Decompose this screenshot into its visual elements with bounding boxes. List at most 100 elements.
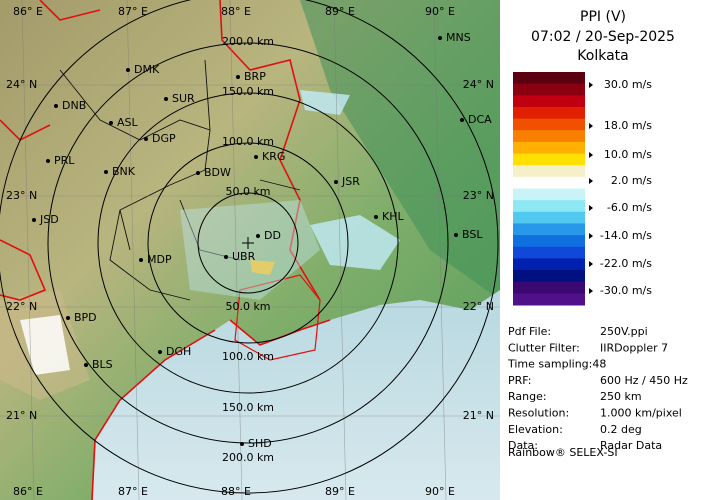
longitude-label: 86° E: [13, 485, 43, 498]
scale-band: [513, 281, 585, 294]
longitude-label: 89° E: [325, 485, 355, 498]
range-ring: [197, 192, 299, 294]
scale-tick: [589, 261, 593, 267]
city-dot: [334, 180, 338, 184]
scale-band: [513, 188, 585, 201]
echo: [20, 315, 70, 375]
city-label: DGH: [166, 345, 191, 358]
scale-label: 2.0 m/s: [611, 174, 652, 187]
city-label: SHD: [248, 437, 272, 450]
city-dot: [254, 155, 258, 159]
longitude-label: 89° E: [325, 5, 355, 18]
city-label: BDW: [204, 166, 231, 179]
city-dot: [139, 258, 143, 262]
panel-station: Kolkata: [577, 48, 628, 64]
city-label: DD: [264, 229, 281, 242]
city-dot: [66, 316, 70, 320]
longitude-label: 87° E: [118, 5, 148, 18]
info-value: 1.000 km/pixel: [600, 407, 682, 420]
info-value: IIRDoppler 7: [600, 341, 668, 354]
range-ring: [97, 92, 399, 394]
city-label: BNK: [112, 165, 136, 178]
info-key: Resolution:: [508, 407, 569, 420]
ring-label: 50.0 km: [225, 300, 270, 313]
city-label: KRG: [262, 150, 285, 163]
longitude-label: 87° E: [118, 485, 148, 498]
city-label: JSR: [341, 175, 360, 188]
scale-label: -6.0 m/s: [607, 201, 652, 214]
ring-label: 200.0 km: [222, 35, 274, 48]
meridian: [333, 0, 347, 500]
map: 86° E 86° E 87° E 87° E 88° E 88° E 89° E 89° E…: [0, 0, 500, 500]
range-ring: [47, 42, 449, 444]
city-dot: [32, 218, 36, 222]
side-panel: PPI (V) 07:02 / 20-Sep-2025 Kolkata 30.0…: [500, 0, 706, 500]
map-labels: 86° E 86° E 87° E 87° E 88° E 88° E 89° E 89° E…: [6, 5, 494, 498]
ring-label: 150.0 km: [222, 85, 274, 98]
city-dot: [126, 68, 130, 72]
graticule: [0, 0, 500, 500]
meridian: [229, 0, 243, 500]
info-value: 0.2 deg: [600, 423, 642, 436]
scale-tick: [589, 288, 593, 294]
latitude-label: 23° N: [6, 189, 37, 202]
scale-label: -22.0 m/s: [600, 257, 652, 270]
city-label: SUR: [172, 92, 195, 105]
city-dot: [454, 233, 458, 237]
scale-band: [513, 200, 585, 213]
meridian: [126, 0, 140, 500]
city-label: DCA: [468, 113, 492, 126]
latitude-label: 21° N: [463, 409, 494, 422]
city-label: KHL: [382, 210, 404, 223]
echoes: [20, 90, 400, 375]
latitude-label: 24° N: [463, 78, 494, 91]
scale-tick: [589, 123, 593, 129]
scale-band: [513, 72, 585, 85]
city-label: DMK: [134, 63, 160, 76]
scale-band: [513, 153, 585, 166]
longitude-label: 90° E: [425, 5, 455, 18]
panel-time: 07:02 / 20-Sep-2025: [531, 29, 675, 45]
city-dot: [84, 363, 88, 367]
scale-band: [513, 95, 585, 108]
info-key: Time sampling:48: [507, 358, 606, 371]
meridian: [433, 0, 447, 500]
info-key: Pdf File:: [508, 325, 551, 338]
scale-band: [513, 258, 585, 271]
city-dot: [104, 170, 108, 174]
city-label: BRP: [244, 70, 266, 83]
scale-band: [513, 106, 585, 120]
meridian: [21, 0, 35, 500]
latitude-label: 22° N: [6, 300, 37, 313]
city-dot: [144, 137, 148, 141]
sea: [92, 290, 500, 500]
info-key: PRF:: [508, 374, 531, 387]
latitude-label: 21° N: [6, 409, 37, 422]
ring-label: 200.0 km: [222, 451, 274, 464]
echo: [180, 200, 320, 300]
range-rings: [0, 0, 499, 494]
latitude-label: 23° N: [463, 189, 494, 202]
scale-band: [513, 118, 585, 131]
panel-title: PPI (V): [580, 9, 626, 25]
city-dot: [46, 159, 50, 163]
scale-band: [513, 235, 585, 248]
scale-label: -14.0 m/s: [600, 229, 652, 242]
city-label: BLS: [92, 358, 113, 371]
scale-tick: [589, 82, 593, 88]
scale-band: [513, 270, 585, 283]
scale-label: 10.0 m/s: [604, 148, 652, 161]
ring-label: 50.0 km: [225, 185, 270, 198]
info-value: 250 km: [600, 390, 642, 403]
city-label: JSD: [39, 213, 59, 226]
city-label: ASL: [117, 116, 139, 129]
scale-band: [513, 141, 585, 155]
city-label: PRL: [54, 154, 75, 167]
ring-label: 100.0 km: [222, 135, 274, 148]
longitude-label: 88° E: [221, 5, 251, 18]
city-label: MDP: [147, 253, 172, 266]
range-ring: [0, 0, 499, 494]
scale-band: [513, 211, 585, 224]
city-dot: [109, 121, 113, 125]
